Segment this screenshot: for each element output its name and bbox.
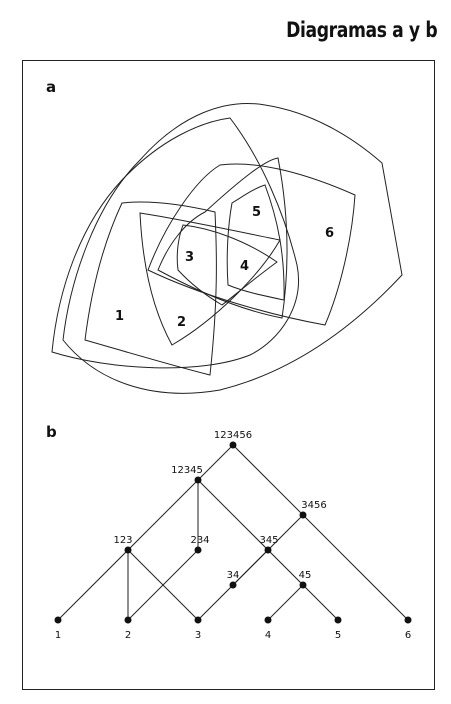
venn-diagram bbox=[51, 102, 403, 394]
set-123456-curve bbox=[62, 102, 403, 394]
node-label-5: 5 bbox=[335, 630, 341, 641]
hasse-labels: 123456 12345 3456 123 234 345 34 45 1 2 … bbox=[55, 430, 411, 641]
panel-a-label: a bbox=[46, 78, 56, 96]
node-5 bbox=[334, 616, 342, 624]
node-label-123456: 123456 bbox=[214, 430, 252, 441]
node-6 bbox=[404, 616, 412, 624]
region-label-6: 6 bbox=[325, 226, 334, 241]
node-345 bbox=[264, 546, 272, 554]
region-label-5: 5 bbox=[252, 205, 261, 220]
set-12345-curve bbox=[51, 117, 299, 369]
region-label-4: 4 bbox=[240, 259, 249, 274]
node-label-4: 4 bbox=[265, 630, 271, 641]
region-label-1: 1 bbox=[115, 309, 124, 324]
node-3456 bbox=[299, 511, 307, 519]
node-1 bbox=[54, 616, 62, 624]
node-label-12345: 12345 bbox=[171, 465, 203, 476]
edge-123456-12345 bbox=[197, 444, 234, 481]
region-label-2: 2 bbox=[177, 315, 186, 330]
set-3456-curve bbox=[147, 163, 356, 326]
set-34-curve bbox=[176, 224, 278, 306]
set-345-curve bbox=[157, 157, 288, 319]
node-3 bbox=[194, 616, 202, 624]
edge-123456-6 bbox=[232, 444, 409, 621]
edge-45-4 bbox=[267, 584, 304, 621]
hasse-nodes bbox=[54, 441, 412, 624]
node-label-3456: 3456 bbox=[301, 500, 326, 511]
hasse-edges bbox=[57, 444, 409, 621]
node-2 bbox=[124, 616, 132, 624]
node-label-1: 1 bbox=[55, 630, 61, 641]
set-234-curve bbox=[139, 212, 281, 346]
node-label-345: 345 bbox=[259, 535, 278, 546]
node-234 bbox=[194, 546, 202, 554]
node-label-6: 6 bbox=[405, 630, 411, 641]
node-34 bbox=[229, 581, 237, 589]
node-label-234: 234 bbox=[190, 535, 209, 546]
node-label-123: 123 bbox=[113, 535, 132, 546]
set-123-curve bbox=[84, 201, 217, 376]
node-45 bbox=[299, 581, 307, 589]
panel-b-label: b bbox=[46, 423, 57, 441]
edge-234-2 bbox=[127, 549, 199, 621]
region-label-3: 3 bbox=[185, 250, 194, 265]
node-12345 bbox=[194, 476, 202, 484]
node-123 bbox=[124, 546, 132, 554]
node-4 bbox=[264, 616, 272, 624]
node-label-34: 34 bbox=[227, 570, 240, 581]
node-label-45: 45 bbox=[299, 570, 312, 581]
page-title: Diagramas a y b bbox=[285, 18, 437, 42]
set-45-curve bbox=[226, 184, 285, 301]
node-label-2: 2 bbox=[125, 630, 131, 641]
node-123456 bbox=[229, 441, 237, 449]
figure-frame bbox=[22, 60, 435, 690]
node-label-3: 3 bbox=[195, 630, 201, 641]
